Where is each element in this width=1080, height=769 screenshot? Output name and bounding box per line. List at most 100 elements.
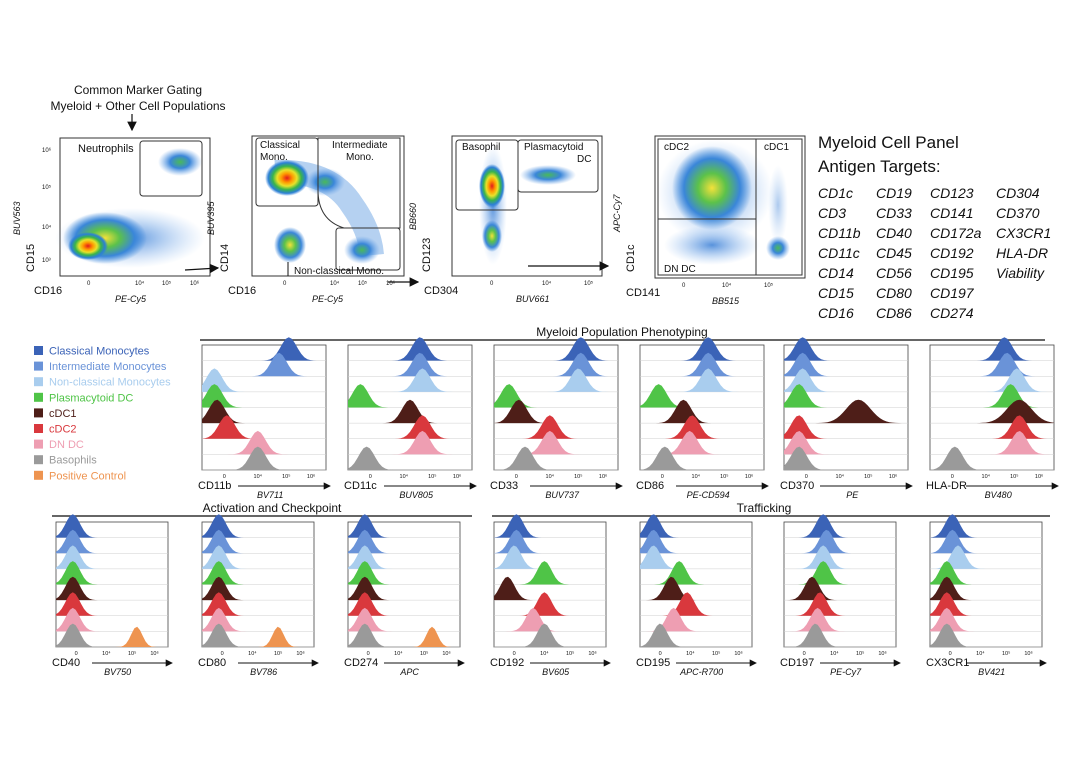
histogram-fluor: BUV737 bbox=[545, 490, 580, 500]
tick-label: 10⁵ bbox=[282, 473, 290, 480]
section-activation: Activation and Checkpoint bbox=[203, 501, 342, 515]
histogram-peak bbox=[494, 592, 606, 616]
histogram-peak bbox=[494, 529, 606, 554]
histogram-row-phenotyping: 0 10⁴ 10⁵ 10⁶ CD11b BV711 0 10⁴ 10⁵ 10⁶ CD11c BUV80… bbox=[198, 337, 1059, 500]
antigen-target: HLA-DR bbox=[996, 245, 1048, 261]
tick-label: 10⁵ bbox=[420, 650, 428, 657]
gate-label: DC bbox=[577, 154, 591, 165]
antigen-target: CD1c bbox=[818, 185, 853, 201]
legend-swatch bbox=[34, 439, 43, 449]
histogram-peak bbox=[494, 430, 618, 455]
antigen-target: CD123 bbox=[930, 185, 974, 201]
histogram-peak bbox=[56, 576, 168, 601]
histogram-peak bbox=[348, 576, 460, 601]
histogram-hla-dr: 0 10⁴ 10⁵ 10⁶ HLA-DR BV480 bbox=[926, 337, 1059, 500]
histogram-peak bbox=[784, 446, 908, 470]
legend-swatch bbox=[34, 377, 43, 387]
tick-label: 10⁴ bbox=[692, 473, 701, 480]
tick-label: 10⁶ bbox=[307, 473, 315, 480]
tick-label: 10⁶ bbox=[42, 147, 52, 154]
histogram-peak bbox=[640, 592, 752, 616]
gate-label: cDC1 bbox=[764, 142, 789, 153]
antigen-target: CD172a bbox=[930, 225, 982, 241]
histogram-peak bbox=[784, 337, 908, 361]
histogram-marker: HLA-DR bbox=[926, 480, 967, 492]
histogram-peak bbox=[640, 607, 752, 632]
antigen-target: CD86 bbox=[876, 305, 912, 321]
tick-label: 0 bbox=[221, 651, 224, 657]
histogram-marker: CD192 bbox=[490, 657, 524, 669]
tick-label: 10⁵ bbox=[720, 473, 728, 480]
histogram-fluor: BV480 bbox=[985, 490, 1012, 500]
tick-label: 10⁴ bbox=[540, 650, 549, 657]
antigen-target: CD141 bbox=[930, 205, 974, 221]
histogram-cd11b: 0 10⁴ 10⁵ 10⁶ CD11b BV711 bbox=[198, 337, 331, 500]
tick-label: 0 bbox=[805, 474, 808, 480]
panel-title-line2: Antigen Targets: bbox=[818, 157, 941, 176]
gate-label: Mono. bbox=[260, 152, 288, 163]
histogram-peak bbox=[494, 576, 606, 601]
x-axis-label: CD16 bbox=[228, 285, 256, 297]
tick-label: 10⁶ bbox=[1035, 473, 1043, 480]
histogram-fluor: BV750 bbox=[104, 667, 131, 677]
tick-label: 0 bbox=[661, 474, 664, 480]
histogram-peak bbox=[930, 368, 1054, 392]
histogram-peak bbox=[202, 545, 314, 569]
histogram-fluor: PE-Cy7 bbox=[830, 667, 862, 677]
antigen-target: CD274 bbox=[930, 305, 974, 321]
legend-swatch bbox=[34, 361, 43, 371]
antigen-target: CD192 bbox=[930, 245, 974, 261]
tick-label: 10⁵ bbox=[42, 184, 52, 191]
legend-label: Intermediate Monocytes bbox=[49, 361, 167, 373]
histogram-peak bbox=[494, 352, 618, 377]
histogram-peak bbox=[348, 415, 472, 439]
histogram-marker: CD33 bbox=[490, 480, 518, 492]
histogram-cd192: 0 10⁴ 10⁵ 10⁶ CD192 BV605 bbox=[490, 514, 611, 677]
tick-label: 10⁶ bbox=[386, 280, 396, 287]
tick-label: 10⁵ bbox=[584, 280, 594, 287]
legend-label: Basophils bbox=[49, 455, 97, 467]
histogram-cd86: 0 10⁴ 10⁵ 10⁶ CD86 PE-CD594 bbox=[636, 337, 769, 500]
antigen-list: CD1c CD3 CD11b CD11c CD14 CD15 CD16 CD19 CD33 CD4… bbox=[818, 185, 1051, 321]
histogram-peak bbox=[56, 561, 168, 585]
tick-label: 10⁴ bbox=[546, 473, 555, 480]
tick-label: 10⁴ bbox=[542, 280, 552, 287]
histogram-peak bbox=[494, 399, 618, 424]
antigen-target: CD40 bbox=[876, 225, 912, 241]
histogram-peak bbox=[494, 384, 618, 408]
y-axis-fluor: BB660 bbox=[408, 203, 418, 230]
y-axis-label: CD15 bbox=[25, 244, 37, 272]
tick-label: 10⁵ bbox=[864, 473, 872, 480]
tick-label: 10⁴ bbox=[254, 473, 263, 480]
histogram-peak bbox=[348, 561, 460, 585]
histogram-marker: CD11c bbox=[344, 480, 377, 492]
histogram-marker: CD40 bbox=[52, 657, 80, 669]
gate-label: Intermediate bbox=[332, 140, 388, 151]
histogram-marker: CD370 bbox=[780, 480, 814, 492]
gating-plot-dc: cDC2 cDC1 DN DC CD1c APC-Cy7 CD141 BB515… bbox=[612, 135, 806, 306]
antigen-target: CD197 bbox=[930, 285, 975, 301]
histogram-peak bbox=[202, 623, 314, 647]
x-axis-fluor: PE-Cy5 bbox=[312, 294, 344, 304]
histogram-peak bbox=[348, 607, 460, 632]
histogram-cd11c: 0 10⁴ 10⁵ 10⁶ CD11c BUV805 bbox=[344, 337, 477, 500]
gate-label: Classical bbox=[260, 140, 300, 151]
histogram-peak bbox=[56, 545, 168, 569]
tick-label: 10⁶ bbox=[190, 280, 200, 287]
antigen-target: CD19 bbox=[876, 185, 912, 201]
x-axis-label: CD16 bbox=[34, 285, 62, 297]
histogram-peak bbox=[784, 545, 896, 569]
histogram-peak bbox=[202, 529, 314, 554]
histogram-peak bbox=[348, 592, 460, 616]
gate-label: cDC2 bbox=[664, 142, 689, 153]
histogram-peak bbox=[930, 415, 1054, 439]
histogram-fluor: BV711 bbox=[257, 490, 283, 500]
gating-arrow-1 bbox=[184, 263, 220, 274]
tick-label: 10⁴ bbox=[400, 473, 409, 480]
legend-swatch bbox=[34, 455, 43, 465]
tick-label: 0 bbox=[369, 474, 372, 480]
histogram-cd195: 0 10⁴ 10⁵ 10⁶ CD195 APC-R700 bbox=[636, 514, 757, 677]
histogram-peak bbox=[640, 415, 764, 439]
tick-label: 10⁴ bbox=[982, 473, 991, 480]
